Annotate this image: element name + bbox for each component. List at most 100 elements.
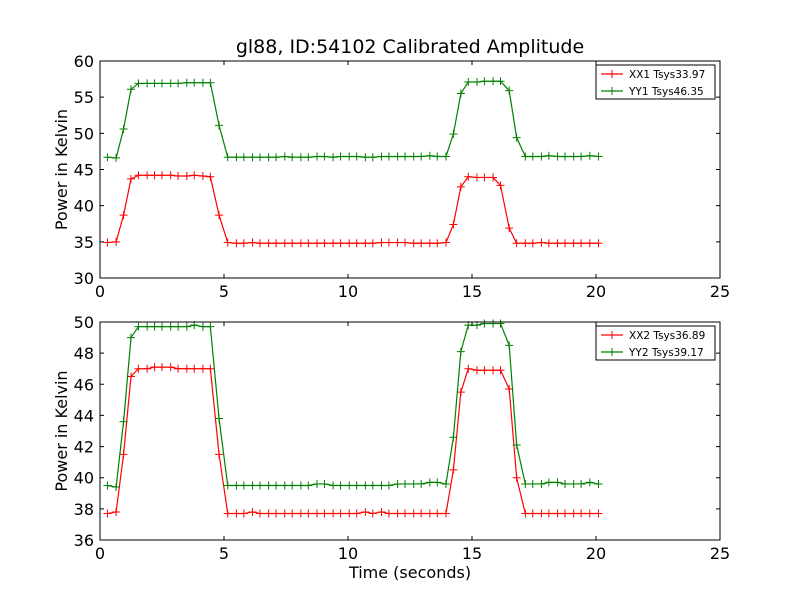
series-line bbox=[107, 80, 599, 159]
data-point bbox=[223, 238, 232, 247]
data-point bbox=[433, 152, 442, 161]
x-tick-label: 5 bbox=[219, 544, 229, 563]
data-point bbox=[150, 322, 159, 331]
data-point bbox=[280, 481, 289, 490]
data-point bbox=[166, 363, 175, 372]
data-point bbox=[264, 481, 273, 490]
data-point bbox=[537, 479, 546, 488]
data-point bbox=[174, 364, 183, 373]
data-point bbox=[352, 509, 361, 518]
data-point bbox=[441, 238, 450, 247]
legend-entry: XX1 Tsys33.97 bbox=[601, 69, 705, 81]
data-point bbox=[417, 479, 426, 488]
legend: XX2 Tsys36.89 YY2 Tsys39.17 bbox=[595, 325, 716, 361]
data-point bbox=[569, 509, 578, 518]
data-point bbox=[150, 363, 159, 372]
data-point bbox=[143, 79, 152, 88]
data-point bbox=[425, 239, 434, 248]
data-point bbox=[528, 479, 537, 488]
data-point bbox=[174, 322, 183, 331]
data-point bbox=[248, 238, 257, 247]
data-point bbox=[304, 481, 313, 490]
data-point bbox=[409, 509, 418, 518]
data-point bbox=[489, 173, 498, 182]
data-point bbox=[361, 153, 370, 162]
data-point bbox=[264, 239, 273, 248]
data-point bbox=[198, 78, 207, 87]
data-point bbox=[553, 239, 562, 248]
x-tick-label: 15 bbox=[462, 544, 482, 563]
data-point bbox=[456, 388, 465, 397]
data-point bbox=[190, 364, 199, 373]
data-point bbox=[296, 509, 305, 518]
chart-title: gl88, ID:54102 Calibrated Amplitude bbox=[236, 36, 584, 58]
subplot-2: 0 5 10 15 20 25 36 38 40 42 44 46 48 50 Power in Kelvi… bbox=[52, 313, 730, 582]
data-point bbox=[489, 319, 498, 328]
data-point bbox=[198, 364, 207, 373]
data-point bbox=[143, 364, 152, 373]
y-tick-label: 36 bbox=[74, 531, 94, 550]
x-tick-label: 10 bbox=[338, 282, 358, 301]
y-tick-label: 60 bbox=[74, 52, 94, 71]
data-point bbox=[561, 239, 569, 248]
data-point bbox=[472, 77, 481, 86]
data-point bbox=[182, 364, 191, 373]
data-point bbox=[288, 153, 297, 162]
data-point bbox=[368, 509, 377, 518]
x-tick-label: 25 bbox=[710, 544, 730, 563]
data-point bbox=[150, 79, 159, 88]
data-point bbox=[377, 152, 386, 161]
data-point bbox=[215, 414, 224, 423]
data-point bbox=[409, 239, 418, 248]
data-point bbox=[569, 152, 578, 161]
data-point bbox=[255, 509, 264, 518]
data-point bbox=[345, 481, 354, 490]
data-point bbox=[594, 479, 603, 488]
data-point bbox=[198, 172, 207, 181]
data-point bbox=[480, 319, 489, 328]
data-point bbox=[449, 433, 458, 442]
data-point bbox=[553, 152, 562, 161]
data-point bbox=[255, 153, 264, 162]
data-point bbox=[480, 77, 489, 86]
data-point bbox=[377, 481, 386, 490]
x-tick-label: 5 bbox=[219, 282, 229, 301]
data-point bbox=[166, 322, 175, 331]
y-tick-label: 45 bbox=[74, 161, 94, 180]
data-point bbox=[329, 153, 338, 162]
data-point bbox=[313, 239, 321, 248]
data-point bbox=[480, 366, 489, 375]
data-point bbox=[401, 152, 410, 161]
y-tick-label: 48 bbox=[74, 344, 94, 363]
data-point bbox=[272, 481, 281, 490]
x-tick-label: 20 bbox=[586, 282, 606, 301]
data-point bbox=[352, 239, 361, 248]
data-point bbox=[127, 333, 135, 342]
data-point bbox=[304, 153, 313, 162]
data-point bbox=[384, 509, 393, 518]
data-point bbox=[206, 78, 215, 87]
y-tick-label: 50 bbox=[74, 124, 94, 143]
data-point bbox=[336, 481, 345, 490]
data-point bbox=[512, 441, 521, 450]
data-point bbox=[528, 152, 537, 161]
x-tick-label: 20 bbox=[586, 544, 606, 563]
data-point bbox=[384, 152, 393, 161]
data-point bbox=[417, 152, 426, 161]
series-xx1 bbox=[103, 171, 603, 248]
data-point bbox=[313, 509, 321, 518]
y-tick-label: 55 bbox=[74, 88, 94, 107]
data-point bbox=[329, 509, 338, 518]
data-point bbox=[296, 481, 305, 490]
data-point bbox=[441, 152, 450, 161]
x-tick-label: 10 bbox=[338, 544, 358, 563]
data-point bbox=[577, 479, 586, 488]
data-point bbox=[449, 130, 458, 139]
data-point bbox=[329, 481, 338, 490]
data-point bbox=[537, 509, 546, 518]
data-point bbox=[320, 239, 329, 248]
data-point bbox=[528, 239, 537, 248]
legend-box bbox=[595, 64, 716, 100]
y-tick-label: 40 bbox=[74, 469, 94, 488]
data-point bbox=[143, 171, 152, 180]
